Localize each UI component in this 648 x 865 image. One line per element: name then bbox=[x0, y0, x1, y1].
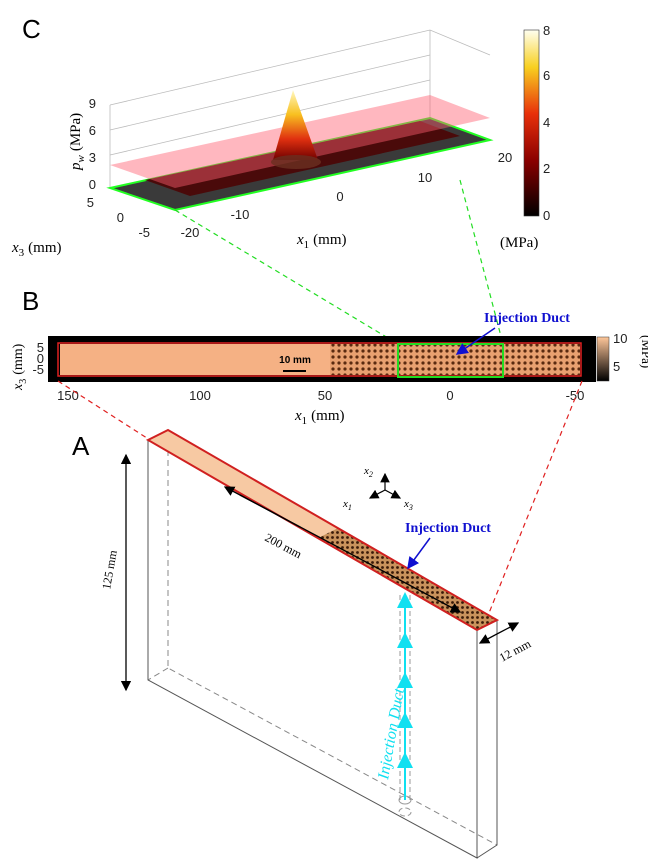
thickness-label: 12 mm bbox=[497, 636, 534, 664]
colorbar-tick-label: 8 bbox=[543, 23, 550, 38]
colorbar-unit: (MPa) bbox=[639, 335, 648, 368]
subscript: 3 bbox=[408, 503, 413, 512]
x-tick-label: 0 bbox=[446, 388, 453, 403]
colorbar-tick-label: 2 bbox=[543, 161, 550, 176]
top-face-uniform bbox=[148, 430, 338, 538]
subscript: 2 bbox=[369, 470, 373, 479]
x1-tick-label: -20 bbox=[181, 225, 200, 240]
colorbar-tick-label: 5 bbox=[613, 359, 620, 374]
panel-label: B bbox=[22, 286, 39, 316]
x3-tick-label: -5 bbox=[138, 225, 150, 240]
symbol: p bbox=[68, 162, 84, 171]
annotation: Injection Duct bbox=[405, 521, 491, 536]
colorbar bbox=[523, 29, 540, 217]
x3-axis-label: x3 (mm) bbox=[11, 240, 62, 259]
annotation-arrow bbox=[455, 327, 496, 355]
cone-base bbox=[271, 155, 321, 169]
x-tick-label: 100 bbox=[189, 388, 211, 403]
unit: (MPa) bbox=[68, 113, 84, 151]
x1-tick-label: -10 bbox=[231, 207, 250, 222]
z-tick-label: 6 bbox=[89, 123, 96, 138]
x-tick-label: -50 bbox=[566, 388, 585, 403]
z-tick-label: 3 bbox=[89, 150, 96, 165]
axis-x2-label: x2 bbox=[363, 465, 373, 479]
y-tick-label: 5 bbox=[37, 340, 44, 355]
colorbar-unit: (MPa) bbox=[500, 235, 538, 251]
z-axis-label: pw (MPa) bbox=[68, 113, 87, 171]
x1-axis-label: x1 (mm) bbox=[296, 232, 347, 251]
hidden-edges bbox=[147, 430, 498, 846]
zoom-region bbox=[397, 343, 504, 378]
plot-box bbox=[109, 29, 491, 188]
pressure-cone bbox=[273, 90, 318, 160]
y-tick-label: 0 bbox=[37, 351, 44, 366]
pressure-map-uniform bbox=[60, 344, 330, 375]
unit: (mm) bbox=[11, 343, 26, 374]
subscript: w bbox=[75, 155, 87, 163]
annotation: Injection Duct bbox=[484, 311, 570, 326]
panel-label: C bbox=[22, 14, 41, 44]
symbol: x bbox=[11, 383, 26, 391]
zoom-connector bbox=[57, 380, 583, 619]
x-tick-label: 150 bbox=[57, 388, 79, 403]
unit: (mm) bbox=[28, 240, 61, 256]
x1-tick-label: 0 bbox=[336, 189, 343, 204]
x3-tick-label: 5 bbox=[87, 195, 94, 210]
y-axis-label: x3 (mm) bbox=[11, 343, 29, 391]
unit: (mm) bbox=[311, 408, 344, 424]
axis-x3-label: x3 bbox=[403, 498, 413, 512]
x1-tick-label: 10 bbox=[418, 170, 432, 185]
colorbar bbox=[596, 336, 610, 382]
z-tick-label: 0 bbox=[89, 177, 96, 192]
z-tick-label: 9 bbox=[89, 96, 96, 111]
symbol: x bbox=[11, 240, 19, 256]
subscript: 3 bbox=[18, 379, 29, 384]
axis-x1-label: x1 bbox=[342, 498, 352, 512]
pressure-map-dotted bbox=[330, 344, 580, 375]
panel-label: A bbox=[72, 431, 90, 461]
x1-tick-label: 20 bbox=[498, 150, 512, 165]
colorbar-tick-label: 4 bbox=[543, 115, 550, 130]
dimension-lines bbox=[120, 453, 520, 692]
symbol: x bbox=[296, 232, 304, 248]
x-axis-label: x1 (mm) bbox=[294, 408, 345, 427]
unit: (mm) bbox=[313, 232, 346, 248]
symbol: x bbox=[363, 465, 369, 477]
symbol: x bbox=[294, 408, 302, 424]
symbol: x bbox=[342, 498, 348, 510]
height-label: 125 mm bbox=[99, 548, 120, 590]
y-tick-label: -5 bbox=[32, 362, 44, 377]
coordinate-axes bbox=[368, 472, 402, 499]
colorbar-tick-label: 6 bbox=[543, 68, 550, 83]
specimen-outline bbox=[57, 342, 582, 377]
specimen-edges bbox=[147, 440, 498, 859]
subscript: 1 bbox=[348, 503, 352, 512]
colorbar-tick-label: 10 bbox=[613, 331, 627, 346]
subscript: 1 bbox=[304, 239, 310, 251]
annotation-arrow bbox=[407, 537, 431, 570]
length-label: 200 mm bbox=[263, 530, 305, 561]
scale-bar-label: 10 mm bbox=[279, 355, 311, 366]
duct-label: Injection Duct bbox=[375, 687, 408, 782]
subscript: 1 bbox=[302, 415, 308, 427]
x-tick-label: 50 bbox=[318, 388, 332, 403]
symbol: x bbox=[403, 498, 409, 510]
top-face-dotted bbox=[318, 528, 497, 630]
subscript: 3 bbox=[19, 247, 25, 259]
zoom-connector bbox=[174, 179, 504, 345]
top-face-outline bbox=[145, 428, 500, 632]
x3-tick-label: 0 bbox=[117, 210, 124, 225]
colorbar-tick-label: 0 bbox=[543, 208, 550, 223]
